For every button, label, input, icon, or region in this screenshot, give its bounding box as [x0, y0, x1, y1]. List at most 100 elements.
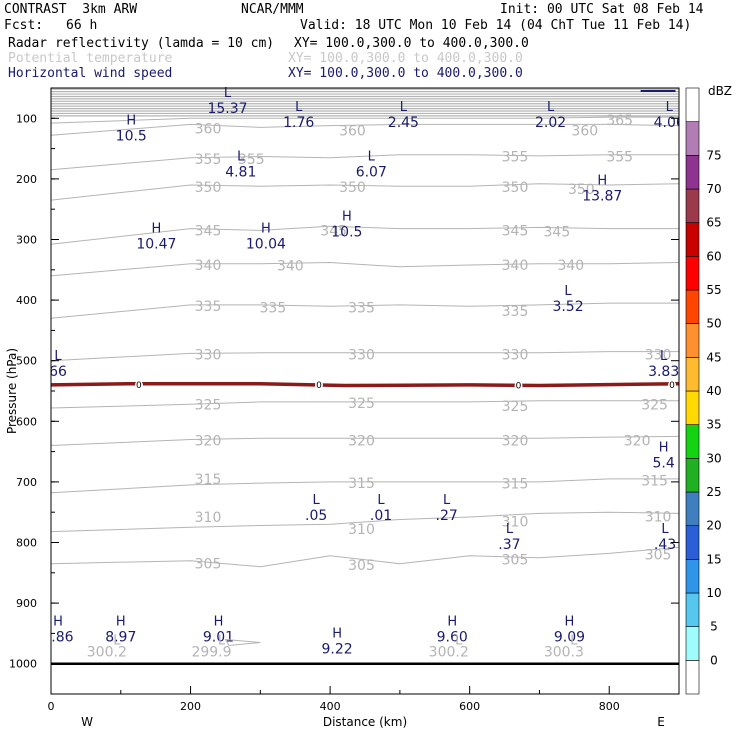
source-label: NCAR/MMM — [241, 2, 304, 17]
wind-extremum-value: 3.86 — [42, 629, 73, 645]
freezing-label: 0 — [136, 381, 142, 391]
theta-label: 355 — [195, 152, 222, 168]
x-tick-label: 800 — [599, 700, 620, 713]
west-end-label: W — [81, 715, 93, 729]
surface-theta-marker: L — [218, 634, 226, 649]
colorbar-swatch — [685, 323, 700, 358]
theta-contour-325 — [51, 400, 679, 409]
colorbar-level-label: 5 — [710, 620, 718, 634]
wind-extremum-value: 5.4 — [653, 455, 675, 471]
valid-time: Valid: 18 UTC Mon 10 Feb 14 (04 ChT Tue … — [300, 18, 692, 33]
theta-label: 330 — [348, 348, 375, 364]
theta-contour-335 — [51, 302, 679, 319]
theta-contour-360 — [51, 123, 679, 136]
init-time: Init: 00 UTC Sat 08 Feb 14 — [500, 2, 704, 17]
theta-label: 345 — [502, 223, 529, 239]
theta-contour-305 — [51, 546, 679, 568]
wind-extremum-marker: L — [547, 100, 555, 115]
y-tick-label: 300 — [16, 234, 37, 247]
x-tick-label: 400 — [320, 700, 341, 713]
theta-label: 315 — [195, 472, 222, 488]
y-axis-title: Pressure (hPa) — [5, 348, 19, 434]
forecast-hour: 66 h — [66, 18, 98, 33]
theta-label: 340 — [277, 259, 304, 275]
east-end-label: E — [657, 715, 665, 729]
wind-extremum-value: 3.52 — [552, 299, 583, 315]
theta-label: 335 — [260, 300, 287, 316]
theta-label: 330 — [502, 348, 529, 364]
colorbar-level-label: 60 — [706, 249, 721, 263]
wind-extremum-marker: L — [666, 100, 674, 115]
wind-extremum-marker: L — [400, 100, 408, 115]
wind-extremum-marker: L — [224, 86, 232, 101]
wind-extremum-value: 10.04 — [246, 237, 286, 253]
wind-extremum-value: 1.76 — [283, 115, 314, 131]
x-tick-label: 600 — [459, 700, 480, 713]
surface-theta-value: 300.3 — [544, 645, 584, 661]
surface-theta-marker: L — [455, 634, 463, 649]
colorbar-level-label: 15 — [706, 552, 721, 566]
colorbar-swatch — [685, 592, 700, 627]
theta-label: 360 — [571, 123, 598, 139]
wind-extremum-marker: H — [116, 614, 126, 629]
wind-extremum-value: .27 — [436, 508, 458, 524]
theta-label: 340 — [195, 258, 222, 274]
wind-extremum-value: 4.06 — [654, 115, 685, 131]
colorbar-level-label: 75 — [706, 148, 721, 162]
theta-label: 350 — [502, 180, 529, 196]
wind-extremum-value: .43 — [654, 537, 676, 553]
field-theta-xy: XY= 100.0,300.0 to 400.0,300.0 — [288, 51, 523, 66]
theta-contour-365 — [51, 116, 679, 124]
colorbar-level-label: 65 — [706, 216, 721, 230]
theta-label: 340 — [557, 258, 584, 274]
colorbar-swatch — [685, 155, 700, 190]
wind-extremum-value: 4.81 — [225, 164, 256, 180]
theta-label: 325 — [348, 396, 375, 412]
wind-extremum-value: 66 — [49, 364, 67, 380]
colorbar-level-label: 50 — [706, 317, 721, 331]
freezing-label: 0 — [669, 381, 675, 391]
theta-label: 345 — [320, 223, 347, 239]
theta-label: 350 — [568, 182, 595, 198]
colorbar-swatch — [685, 222, 700, 257]
colorbar-swatch — [685, 188, 700, 223]
theta-contour-350 — [51, 183, 679, 201]
theta-label: 310 — [645, 509, 672, 525]
theta-contour-310 — [51, 511, 679, 533]
colorbar-swatch — [685, 390, 700, 425]
colorbar-swatch — [685, 626, 700, 661]
theta-contour-345 — [51, 225, 679, 245]
theta-label: 350 — [339, 180, 366, 196]
colorbar-swatch — [685, 525, 700, 560]
wind-extremum-marker: L — [368, 149, 376, 164]
colorbar-level-label: 30 — [706, 451, 721, 465]
y-tick-label: 200 — [16, 173, 37, 186]
theta-label: 345 — [544, 225, 571, 241]
colorbar-unit: dBZ — [708, 84, 732, 98]
theta-label: 335 — [502, 304, 529, 320]
wind-extremum-marker: H — [151, 222, 161, 237]
theta-label: 355 — [606, 149, 633, 165]
y-tick-label: 400 — [16, 294, 37, 307]
wind-extremum-value: 2.02 — [535, 115, 566, 131]
theta-label: 355 — [238, 152, 265, 168]
field-radar-name: Radar reflectivity (lamda = 10 cm) — [8, 36, 275, 51]
wind-extremum-marker: L — [660, 349, 668, 364]
theta-label: 335 — [195, 299, 222, 315]
x-tick-label: 0 — [48, 700, 55, 713]
freezing-label-bg — [134, 380, 143, 389]
colorbar-swatch — [685, 660, 700, 695]
wind-extremum-marker: H — [214, 614, 224, 629]
wind-extremum-marker: H — [447, 614, 457, 629]
wind-extremum-value: 10.47 — [136, 237, 176, 253]
colorbar-level-label: 40 — [706, 384, 721, 398]
colorbar-level-label: 20 — [706, 519, 721, 533]
colorbar-swatch — [685, 289, 700, 324]
wind-extremum-marker: H — [53, 614, 63, 629]
theta-label: 305 — [348, 558, 375, 574]
field-radar-xy: XY= 100.0,300.0 to 400.0,300.0 — [294, 36, 529, 51]
freezing-level-line — [50, 381, 680, 388]
theta-label: 320 — [624, 434, 651, 450]
wind-extremum-marker: L — [661, 522, 669, 537]
